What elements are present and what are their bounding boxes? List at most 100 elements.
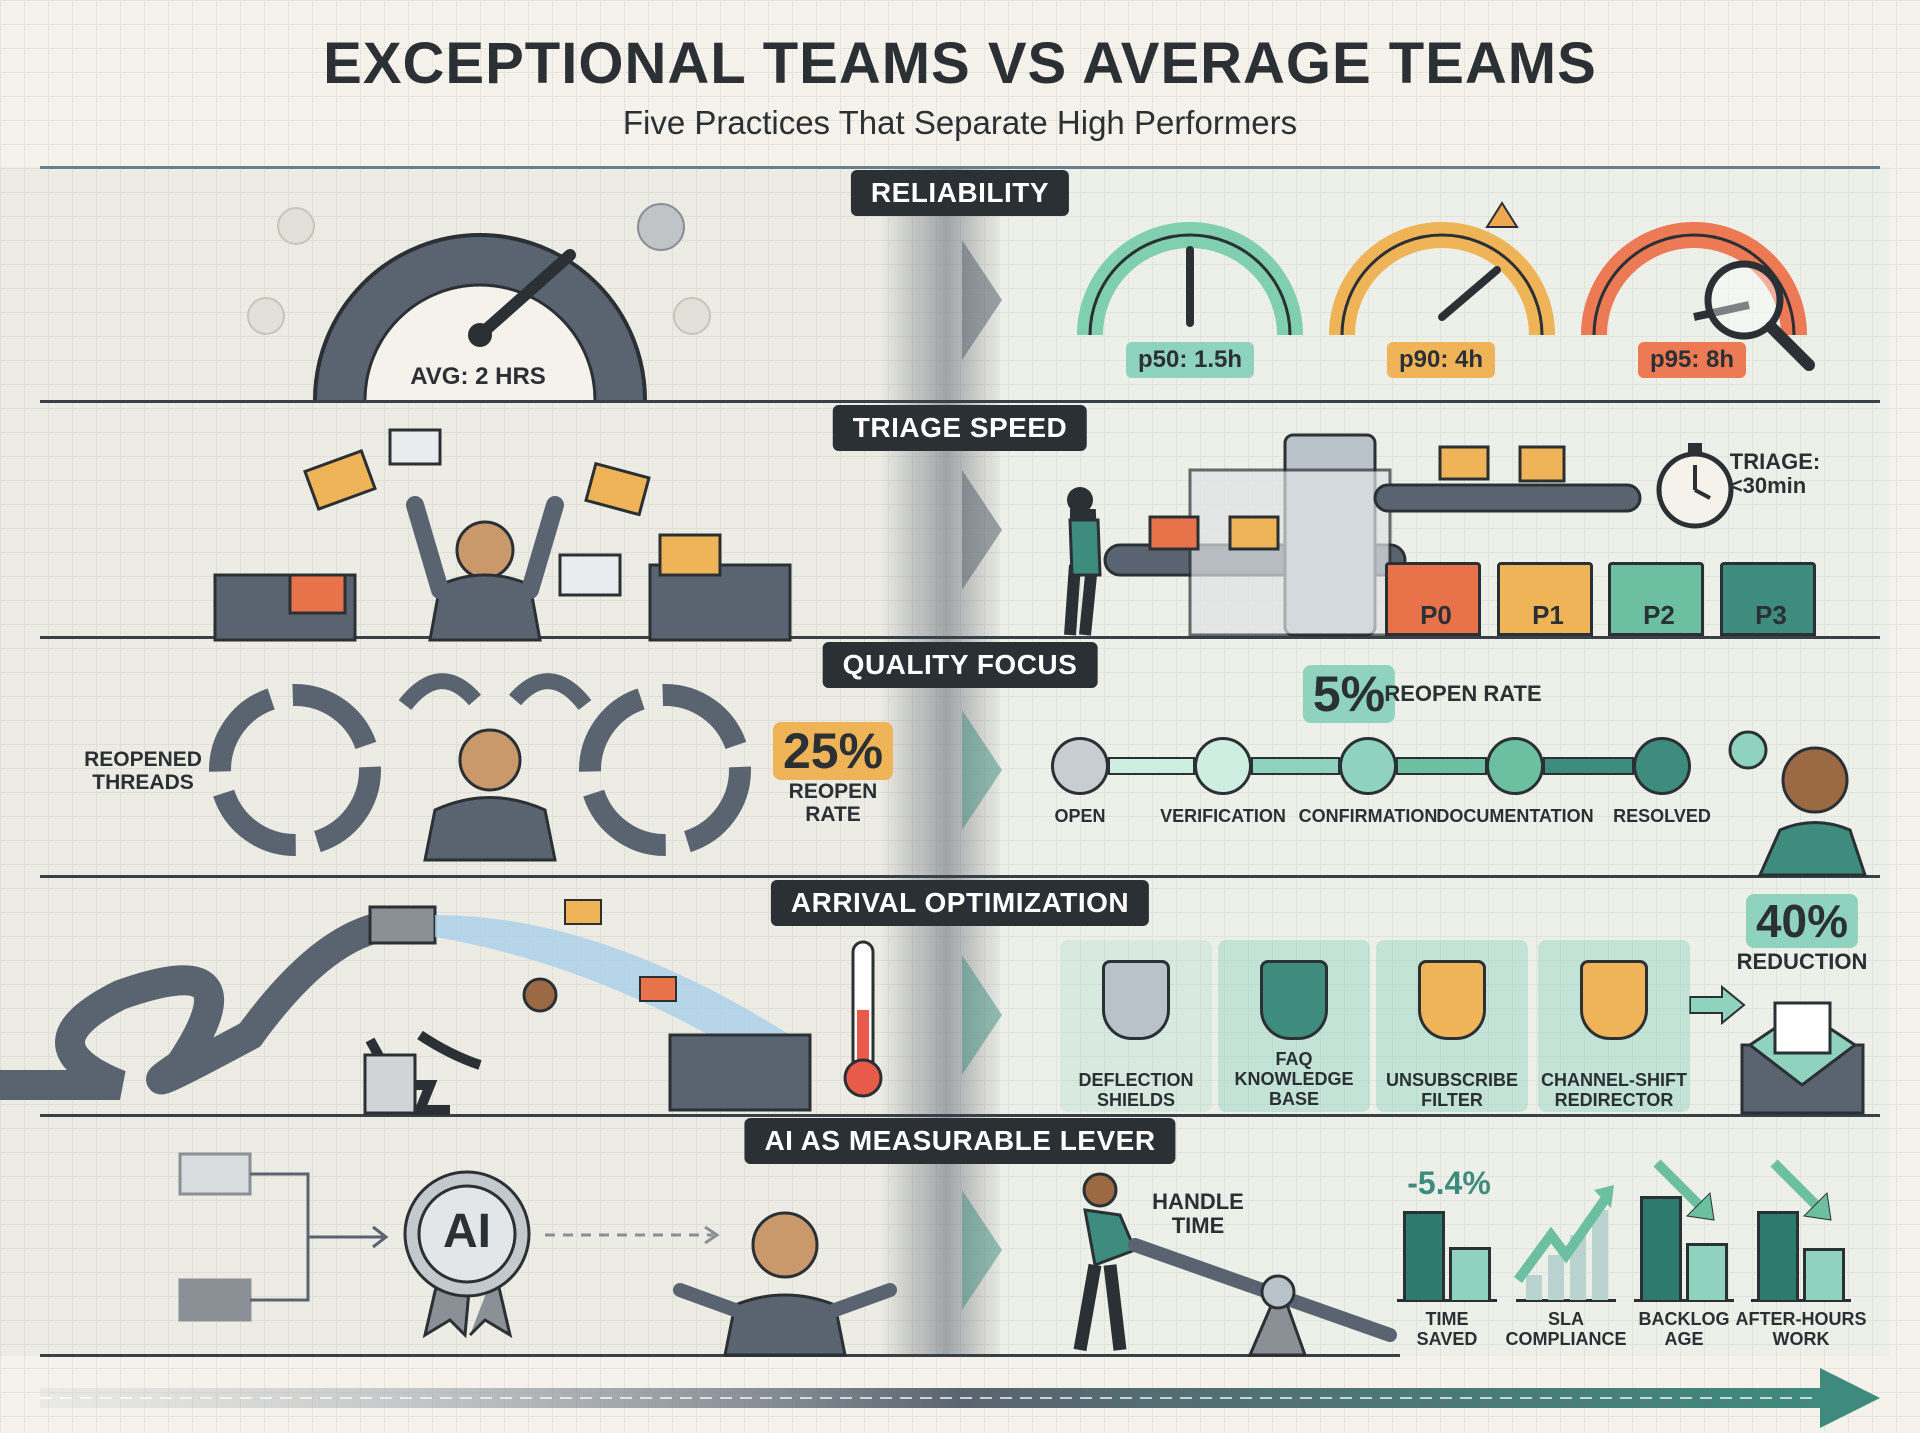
bar-after bbox=[1449, 1246, 1491, 1300]
reopen-cycle-arrows-icon bbox=[209, 673, 751, 862]
overflowing-inbox-chaos-icon bbox=[213, 428, 792, 642]
average-speedometer-icon bbox=[313, 233, 647, 401]
priority-bin-p0: P0 bbox=[1385, 562, 1481, 636]
trend-down-arrow-icon bbox=[1653, 1159, 1715, 1221]
page-subtitle: Five Practices That Separate High Perfor… bbox=[622, 104, 1298, 141]
bar-before bbox=[1757, 1211, 1799, 1300]
thumbs-up-person-icon bbox=[1728, 730, 1868, 877]
p50-gauge-icon bbox=[1077, 222, 1303, 336]
step-label: OPEN bbox=[1054, 806, 1106, 826]
flow-arrow bbox=[1108, 757, 1195, 775]
chart-baseline bbox=[1516, 1299, 1616, 1302]
step-verification-icon bbox=[1194, 737, 1252, 795]
bar-bg bbox=[1526, 1275, 1542, 1300]
trend-up-arrow-icon bbox=[1513, 1185, 1614, 1283]
redirect-icon bbox=[1580, 960, 1648, 1040]
metric-label: SLA COMPLIANCE bbox=[1505, 1309, 1627, 1350]
rate-line: REOPEN bbox=[788, 780, 878, 803]
smiley-face-icon bbox=[673, 297, 711, 335]
metric-label-line: COMPLIANCE bbox=[1505, 1328, 1627, 1349]
envelope-icon bbox=[1418, 960, 1486, 1040]
smiley-face-icon bbox=[277, 207, 315, 245]
section-label-triage-speed: TRIAGE SPEED bbox=[832, 405, 1088, 451]
exceptional-reopen-rate-value: 5% bbox=[1302, 665, 1396, 723]
handle-time-line: TIME bbox=[1171, 1213, 1225, 1239]
time-saved-headline: -5.4% bbox=[1407, 1165, 1491, 1201]
metric-label-line: TIME bbox=[1425, 1309, 1469, 1329]
flow-arrow bbox=[1251, 757, 1340, 775]
priority-bin-p3: P3 bbox=[1720, 562, 1816, 636]
bin-label: P1 bbox=[1532, 600, 1564, 630]
metric-label-line: SLA bbox=[1548, 1309, 1584, 1329]
handle-time-line: HANDLE bbox=[1152, 1189, 1244, 1214]
divider bbox=[40, 875, 1880, 878]
filter-label-line: BASE bbox=[1268, 1088, 1319, 1109]
average-reopen-rate-value: 25% bbox=[772, 722, 894, 780]
triage-value: <30min bbox=[1729, 473, 1807, 499]
metric-label-line: AGE bbox=[1664, 1328, 1704, 1349]
filter-label-line: SHIELDS bbox=[1096, 1089, 1175, 1110]
divider bbox=[40, 400, 1880, 403]
step-label: RESOLVED bbox=[1613, 806, 1711, 826]
triage-conveyor-machine-icon bbox=[1064, 433, 1642, 637]
bin-label: P0 bbox=[1420, 600, 1452, 630]
p95-gauge-icon bbox=[1581, 222, 1815, 371]
metric-label-line: SAVED bbox=[1416, 1328, 1478, 1349]
divider bbox=[40, 636, 1880, 639]
bar-before bbox=[1640, 1195, 1682, 1300]
flow-arrow bbox=[1543, 757, 1634, 775]
step-open-icon bbox=[1051, 737, 1109, 795]
exceptional-reopen-rate-label: REOPEN RATE bbox=[1384, 681, 1542, 706]
p50-label: p50: 1.5h bbox=[1125, 342, 1255, 378]
average-reopen-rate-label: REOPEN RATE bbox=[789, 780, 878, 826]
metric-chart-sla bbox=[1513, 1180, 1616, 1300]
step-label: DOCUMENTATION bbox=[1436, 806, 1594, 826]
stopwatch-icon bbox=[1656, 443, 1734, 529]
bottom-progress-arrow-icon bbox=[40, 1368, 1880, 1428]
p90-gauge-icon bbox=[1329, 201, 1555, 336]
filter-label-line: REDIRECTOR bbox=[1554, 1089, 1674, 1110]
metric-label-line: BACKLOG bbox=[1638, 1309, 1730, 1329]
metric-label-line: WORK bbox=[1772, 1328, 1830, 1349]
filter-label: DEFLECTION SHIELDS bbox=[1079, 1070, 1194, 1111]
page-title: EXCEPTIONAL TEAMS VS AVERAGE TEAMS bbox=[323, 31, 1597, 96]
smiley-face-icon bbox=[637, 203, 685, 251]
priority-bin-p1: P1 bbox=[1497, 562, 1593, 636]
triage-timer-label: TRIAGE: <30min bbox=[1729, 449, 1821, 499]
metric-label-line: AFTER-HOURS bbox=[1735, 1309, 1867, 1329]
filter-label: UNSUBSCRIBE FILTER bbox=[1385, 1070, 1519, 1111]
average-gauge-label: AVG: 2 HRS bbox=[410, 363, 546, 390]
step-documentation-icon bbox=[1486, 737, 1544, 795]
filter-label-line: FILTER bbox=[1421, 1089, 1483, 1110]
chart-baseline bbox=[1397, 1299, 1497, 1302]
p95-label: p95: 8h bbox=[1637, 342, 1747, 378]
book-icon bbox=[1260, 960, 1328, 1040]
bin-label: P2 bbox=[1643, 600, 1675, 630]
step-label: CONFIRMATION bbox=[1298, 806, 1438, 826]
divider bbox=[40, 1114, 1880, 1117]
ai-badge-text: AI bbox=[443, 1205, 491, 1258]
bin-label: P3 bbox=[1755, 600, 1787, 630]
thermometer-icon bbox=[843, 940, 883, 1098]
step-confirmation-icon bbox=[1339, 737, 1397, 795]
lever-person-icon bbox=[1073, 1172, 1397, 1357]
shrugging-person-icon bbox=[673, 1211, 897, 1357]
bar-before bbox=[1403, 1211, 1445, 1300]
chevron-arrow-icon bbox=[962, 955, 1002, 1075]
handle-time-label: HANDLE TIME bbox=[1152, 1189, 1244, 1239]
chevron-arrow-icon bbox=[962, 470, 1002, 590]
triage-label: TRIAGE: bbox=[1729, 449, 1821, 474]
filter-label: FAQ KNOWLEDGE BASE bbox=[1235, 1049, 1354, 1109]
section-label-quality-focus: QUALITY FOCUS bbox=[822, 642, 1098, 688]
caption-line: REOPENED bbox=[84, 748, 202, 771]
filter-label-line: FAQ bbox=[1275, 1049, 1313, 1069]
metric-chart-backlog bbox=[1634, 1180, 1734, 1300]
reduction-value: 40% bbox=[1745, 894, 1859, 948]
section-label-ai-lever: AI AS MEASURABLE LEVER bbox=[744, 1118, 1176, 1164]
metric-label: TIME SAVED bbox=[1416, 1309, 1478, 1350]
divider bbox=[40, 166, 1880, 169]
chevron-arrow-icon bbox=[962, 1190, 1002, 1310]
filter-label-line: UNSUBSCRIBE bbox=[1385, 1070, 1519, 1090]
flow-arrow bbox=[1396, 757, 1487, 775]
step-label: VERIFICATION bbox=[1160, 806, 1286, 826]
